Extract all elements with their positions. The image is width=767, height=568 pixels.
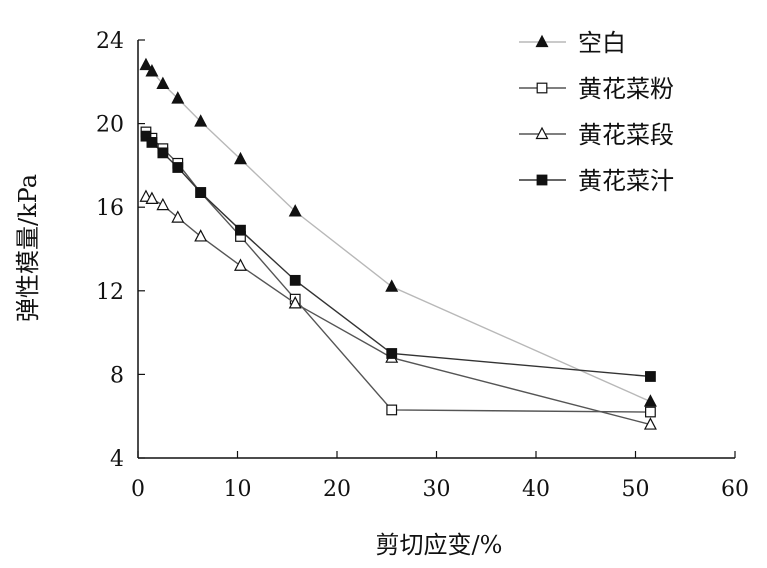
legend-label: 黄花菜粉 bbox=[578, 75, 674, 103]
data-point bbox=[385, 279, 399, 292]
data-point bbox=[288, 204, 302, 217]
series-3 bbox=[139, 189, 657, 430]
legend-label: 空白 bbox=[578, 29, 626, 57]
data-point bbox=[194, 229, 208, 242]
legend-item: 黄花菜汁 bbox=[519, 167, 674, 195]
data-point bbox=[156, 76, 170, 89]
y-ticks: 4 8 12 16 20 24 bbox=[96, 29, 145, 472]
data-point bbox=[233, 258, 247, 271]
data-point bbox=[195, 187, 207, 198]
data-point bbox=[386, 348, 398, 359]
data-point bbox=[235, 224, 246, 236]
legend-marker bbox=[535, 126, 549, 140]
y-tick-label: 24 bbox=[96, 29, 124, 54]
data-point bbox=[171, 210, 185, 223]
x-ticks: 0 10 20 30 40 50 60 bbox=[131, 451, 749, 502]
legend-item: 黄花菜段 bbox=[519, 121, 674, 149]
x-tick-label: 10 bbox=[224, 477, 252, 502]
data-point bbox=[156, 197, 170, 211]
series-layer bbox=[139, 57, 657, 430]
legend-marker bbox=[536, 82, 548, 94]
data-point bbox=[172, 162, 184, 173]
x-tick-label: 40 bbox=[522, 477, 550, 502]
data-point bbox=[145, 191, 159, 204]
legend-item: 黄花菜粉 bbox=[519, 75, 674, 103]
x-tick-label: 30 bbox=[423, 477, 451, 502]
y-tick-label: 4 bbox=[110, 447, 124, 472]
data-point bbox=[289, 274, 301, 286]
data-point bbox=[194, 114, 208, 127]
data-point bbox=[140, 130, 152, 142]
y-tick-label: 16 bbox=[96, 196, 124, 221]
legend-label: 黄花菜段 bbox=[578, 121, 674, 149]
data-point bbox=[643, 417, 657, 430]
data-point bbox=[233, 151, 247, 165]
legend-marker bbox=[536, 174, 548, 186]
y-tick-label: 12 bbox=[96, 280, 124, 305]
series-4 bbox=[140, 130, 656, 382]
series-1 bbox=[139, 57, 657, 407]
x-tick-label: 50 bbox=[622, 477, 650, 502]
data-point bbox=[139, 57, 153, 71]
y-axis-title: 弹性模量/kPa bbox=[14, 174, 42, 322]
legend-marker bbox=[535, 34, 549, 48]
data-point bbox=[157, 147, 169, 159]
y-tick-label: 8 bbox=[110, 363, 124, 388]
legend-item: 空白 bbox=[519, 29, 626, 57]
data-point bbox=[145, 64, 159, 77]
data-point bbox=[643, 394, 657, 407]
data-point bbox=[146, 137, 158, 148]
legend-box bbox=[448, 18, 730, 190]
data-point bbox=[645, 406, 656, 418]
data-point bbox=[386, 404, 398, 416]
series-line bbox=[145, 196, 651, 426]
x-tick-label: 0 bbox=[131, 477, 145, 502]
data-point bbox=[171, 91, 185, 104]
x-tick-label: 60 bbox=[721, 477, 749, 502]
x-tick-label: 20 bbox=[323, 477, 351, 502]
data-point bbox=[645, 371, 656, 382]
legend-label: 黄花菜汁 bbox=[578, 167, 674, 195]
data-point bbox=[288, 296, 302, 309]
x-axis-title: 剪切应变/% bbox=[376, 531, 503, 559]
y-tick-label: 20 bbox=[96, 113, 124, 138]
